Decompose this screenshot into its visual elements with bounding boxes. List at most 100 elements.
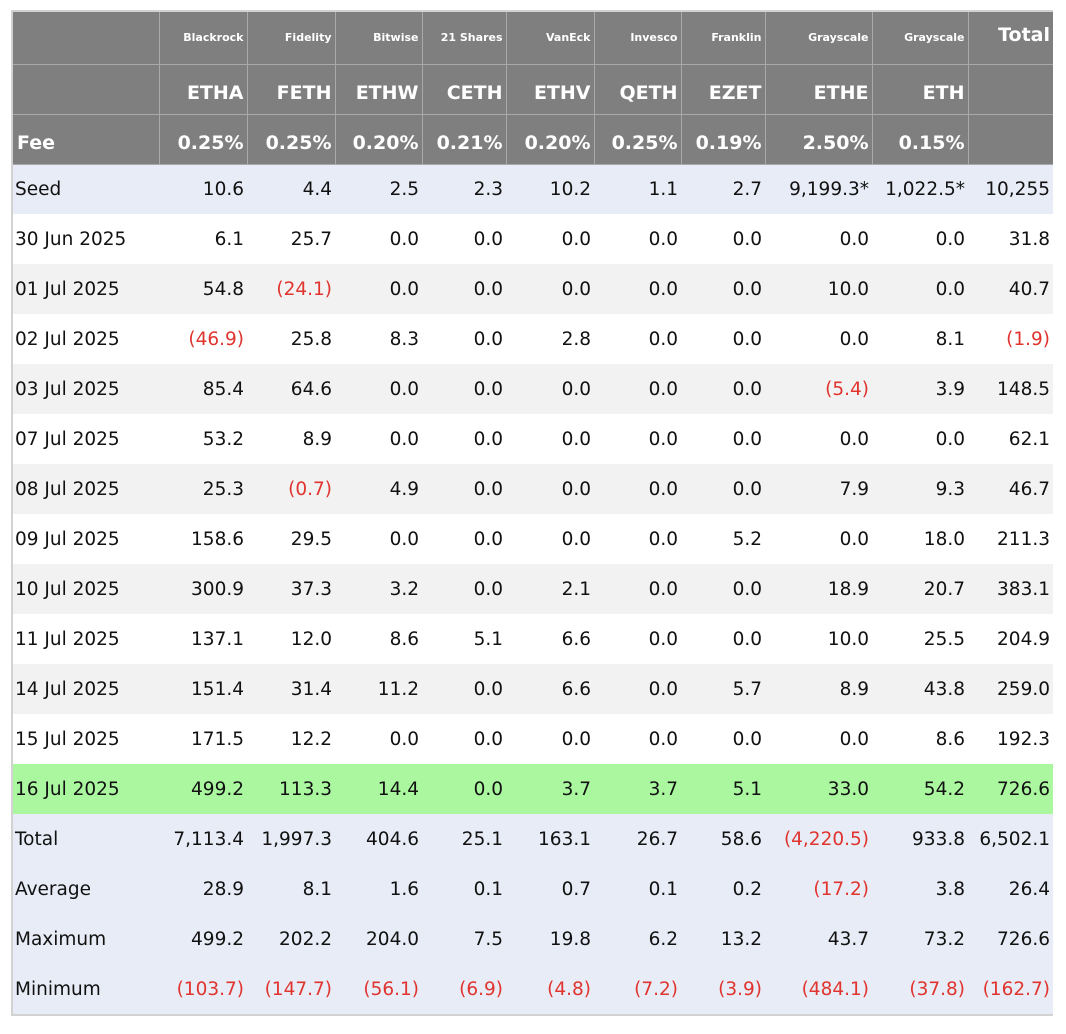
flow-cell: 2.7 [681,164,765,214]
row-total-cell: (162.7) [968,964,1053,1014]
flow-cell: 18.0 [872,514,968,564]
flow-cell: (37.8) [872,964,968,1014]
row-label: 02 Jul 2025 [13,314,159,364]
fee-value: 0.15% [871,114,968,165]
flow-cell: (7.2) [594,964,681,1014]
flow-cell: 9.3 [872,464,968,514]
flow-cell: (484.1) [765,964,872,1014]
flow-cell: 300.9 [159,564,247,614]
issuer-header: Fidelity [246,12,335,65]
row-total-cell: 259.0 [968,664,1053,714]
flow-cell: 0.2 [681,864,765,914]
flow-cell: 9,199.3* [765,164,872,214]
flow-cell: 0.0 [335,364,422,414]
flow-cell: 0.0 [422,214,506,264]
table-row: 30 Jun 2025 6.1 25.7 0.0 0.0 0.0 0.0 0.0 0.0 0.0 3… [13,214,1053,264]
flow-cell: 8.6 [335,614,422,664]
table-row: 09 Jul 2025 158.6 29.5 0.0 0.0 0.0 0.0 5.2 0.0 18… [13,514,1053,564]
flow-cell: 0.0 [422,414,506,464]
ticker-row: ETHA FETH ETHW CETH ETHV QETH EZET ETHE … [13,64,1053,115]
etf-flows-table-container: Blackrock Fidelity Bitwise 21 Shares Van… [11,10,1053,1016]
issuer-header: 21 Shares [421,12,506,65]
header-corner-cell [13,12,159,65]
flow-cell: 499.2 [159,914,247,964]
flow-cell: (24.1) [247,264,335,314]
flow-cell: (6.9) [422,964,506,1014]
row-total-cell: 204.9 [968,614,1053,664]
flow-cell: 53.2 [159,414,247,464]
flow-cell: 5.1 [681,764,765,814]
flow-cell: 26.7 [594,814,681,864]
summary-row: Minimum (103.7) (147.7) (56.1) (6.9) (4.8) (7.… [13,964,1053,1014]
flow-cell: 12.0 [247,614,335,664]
flow-cell: 25.7 [247,214,335,264]
flow-cell: 0.0 [422,714,506,764]
flow-cell: 1.1 [594,164,681,214]
flow-cell: 0.0 [594,614,681,664]
flow-cell: 0.0 [422,514,506,564]
table-row: 03 Jul 2025 85.4 64.6 0.0 0.0 0.0 0.0 0.0 (5.4) 3… [13,364,1053,414]
flow-cell: 158.6 [159,514,247,564]
row-label: 07 Jul 2025 [13,414,159,464]
flow-cell: 7.5 [422,914,506,964]
row-label: 03 Jul 2025 [13,364,159,414]
flow-cell: 0.7 [506,864,594,914]
flow-cell: 25.1 [422,814,506,864]
flow-cell: (3.9) [681,964,765,1014]
flow-cell: 0.0 [422,764,506,814]
flow-cell: 0.0 [872,264,968,314]
flow-cell: 499.2 [159,764,247,814]
table-row: 11 Jul 2025 137.1 12.0 8.6 5.1 6.6 0.0 0.0 10.0 2… [13,614,1053,664]
flow-cell: 171.5 [159,714,247,764]
flow-cell: 2.5 [335,164,422,214]
flow-cell: 0.0 [506,364,594,414]
flow-cell: 5.1 [422,614,506,664]
flow-cell: 20.7 [872,564,968,614]
flow-cell: 0.0 [422,264,506,314]
ticker-header: QETH [593,64,681,115]
flow-cell: 8.6 [872,714,968,764]
flow-cell: 3.2 [335,564,422,614]
issuer-header: Grayscale [871,12,968,65]
flow-cell: 0.0 [681,564,765,614]
row-total-cell: 383.1 [968,564,1053,614]
flow-cell: 18.9 [765,564,872,614]
row-total-cell: 40.7 [968,264,1053,314]
flow-cell: 163.1 [506,814,594,864]
flow-cell: 0.0 [422,364,506,414]
flow-cell: 0.0 [594,214,681,264]
flow-cell: 3.9 [872,364,968,414]
flow-cell: 8.9 [765,664,872,714]
flow-cell: (17.2) [765,864,872,914]
row-label: 15 Jul 2025 [13,714,159,764]
flow-cell: 43.8 [872,664,968,714]
flow-cell: 25.3 [159,464,247,514]
flow-cell: 4.4 [247,164,335,214]
fee-value: 0.20% [505,114,594,165]
fee-value: 0.19% [680,114,765,165]
flow-cell: 6.1 [159,214,247,264]
row-label: 10 Jul 2025 [13,564,159,614]
flow-cell: 0.0 [335,714,422,764]
flow-cell: 204.0 [335,914,422,964]
row-label: 09 Jul 2025 [13,514,159,564]
flow-cell: 0.0 [422,664,506,714]
row-total-cell: 148.5 [968,364,1053,414]
flow-cell: 64.6 [247,364,335,414]
flow-cell: 11.2 [335,664,422,714]
row-label: 11 Jul 2025 [13,614,159,664]
flow-cell: 31.4 [247,664,335,714]
summary-row: Total 7,113.4 1,997.3 404.6 25.1 163.1 26.7 58.… [13,814,1053,864]
row-label: 01 Jul 2025 [13,264,159,314]
flow-cell: 113.3 [247,764,335,814]
fee-total-cell [967,114,1053,165]
row-total-cell: 10,255 [968,164,1053,214]
flow-cell: 0.0 [594,464,681,514]
flow-cell: 1,022.5* [872,164,968,214]
flow-cell: 33.0 [765,764,872,814]
flow-cell: 0.0 [422,564,506,614]
flow-cell: 2.3 [422,164,506,214]
fee-row: Fee 0.25% 0.25% 0.20% 0.21% 0.20% 0.25% … [13,114,1053,165]
table-header: Blackrock Fidelity Bitwise 21 Shares Van… [13,12,1053,165]
flow-cell: 3.7 [594,764,681,814]
